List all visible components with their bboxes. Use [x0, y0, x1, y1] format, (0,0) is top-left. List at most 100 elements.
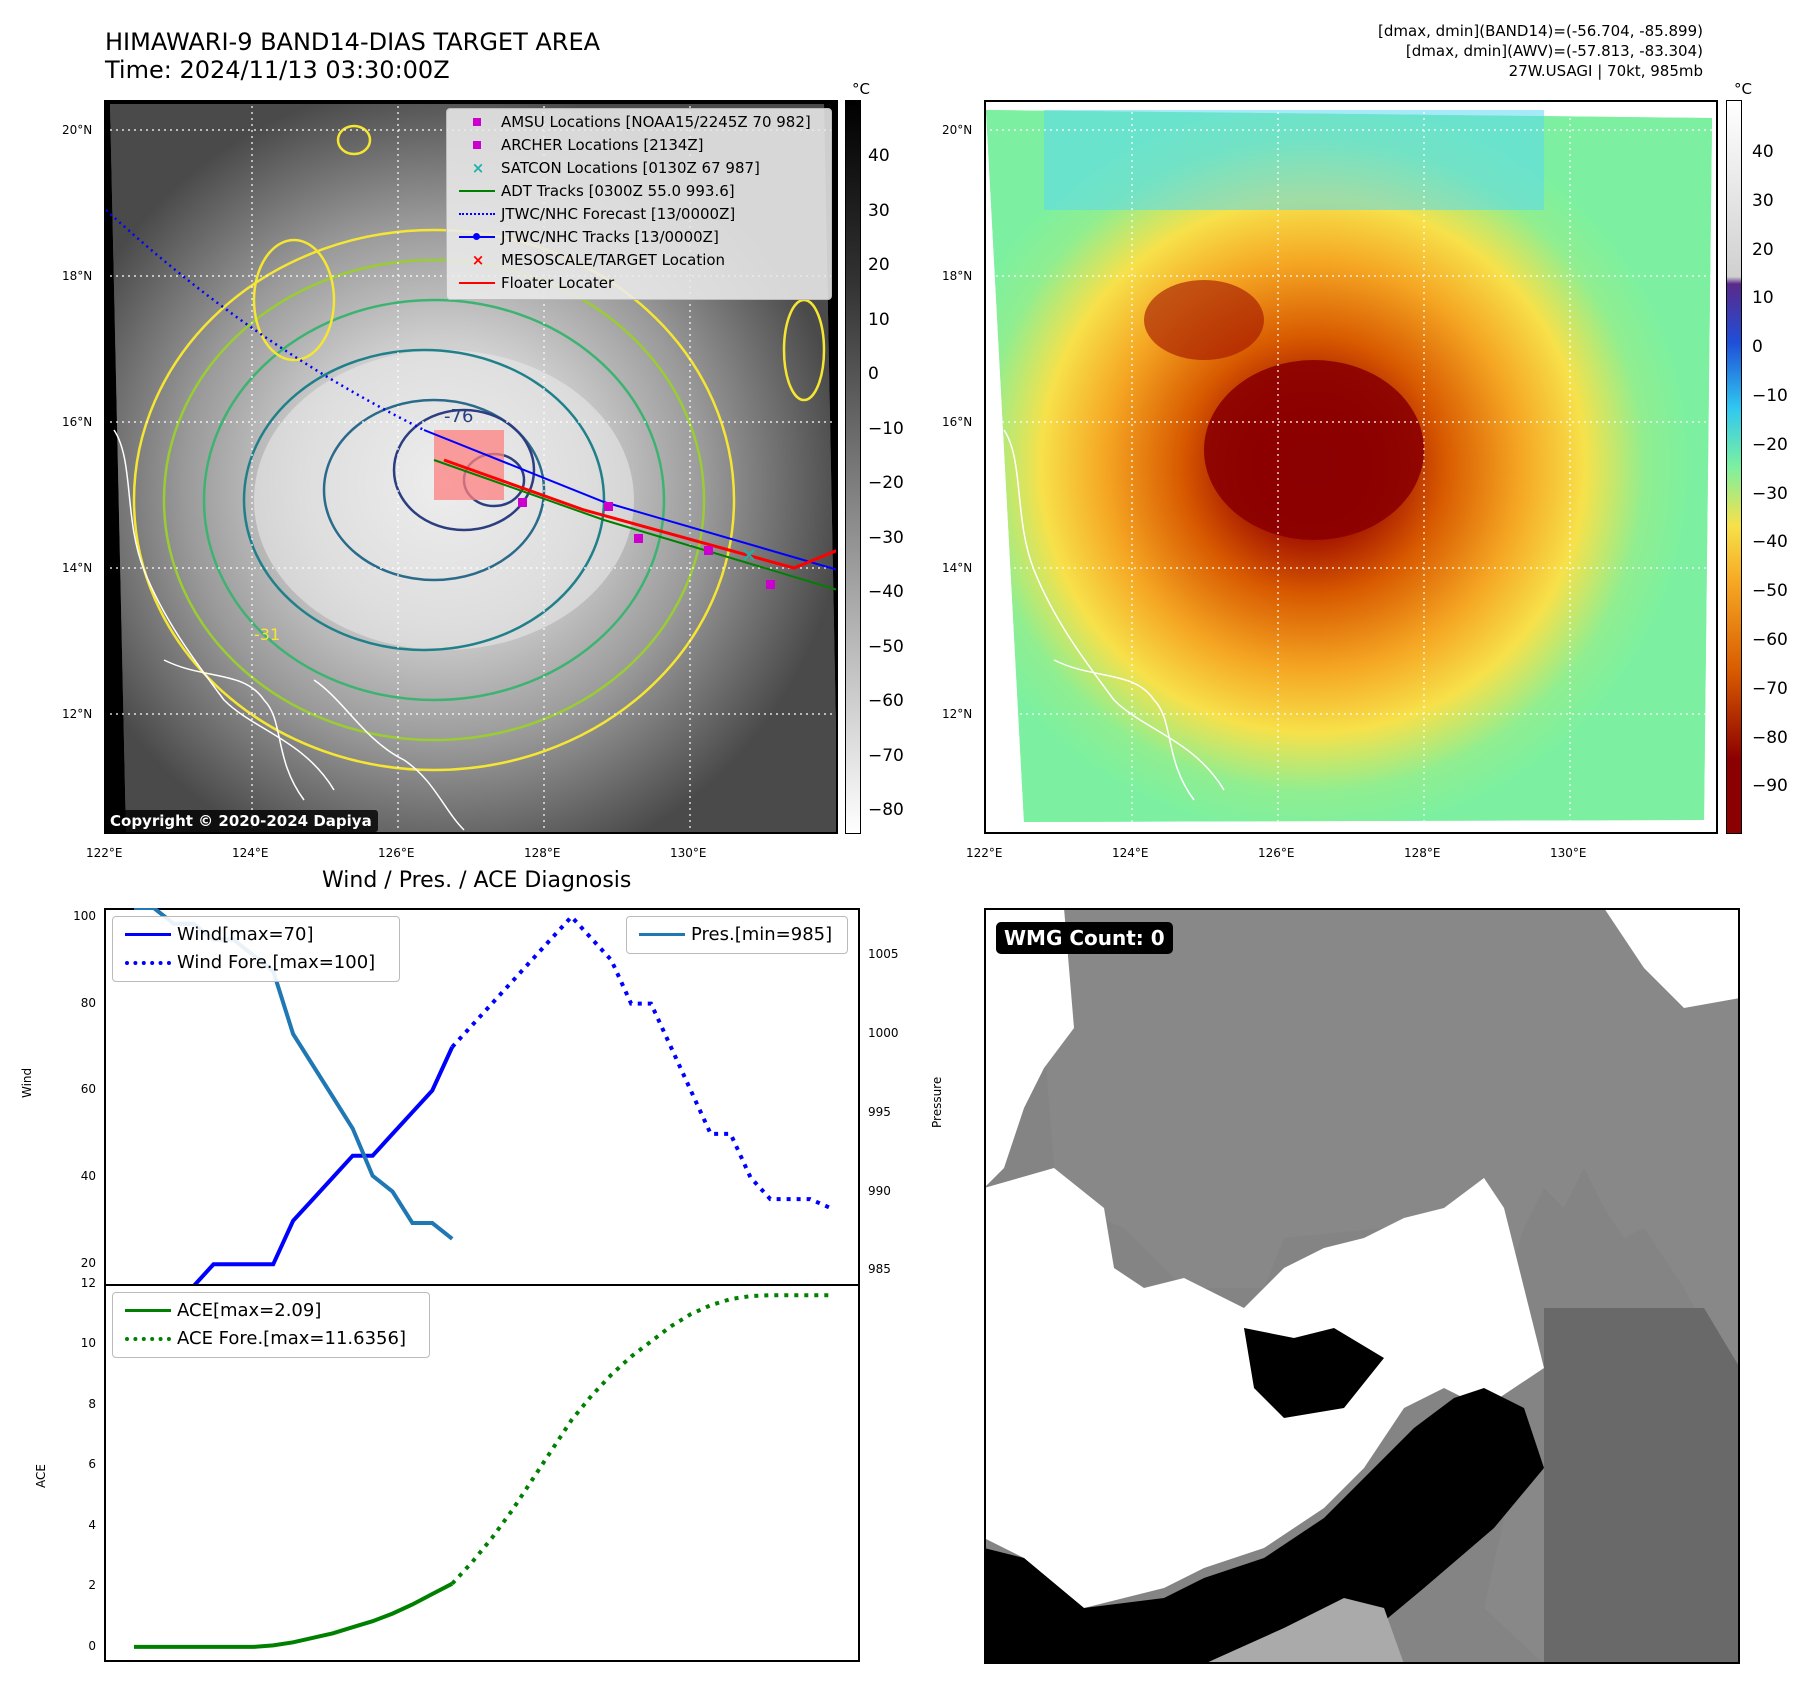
pressure-axis-label: Pressure [930, 1076, 944, 1128]
colorbar-awv-unit: °C [1734, 80, 1752, 98]
colorbar-ir-unit: °C [852, 80, 870, 98]
colorbar-ir-tick-9: −50 [868, 636, 904, 657]
wind-legend: Wind[max=70] Wind Fore.[max=100] [112, 916, 400, 982]
colorbar-ir-tick-4: 0 [868, 364, 879, 384]
legend-amsu: AMSU Locations [NOAA15/2245Z 70 982] [501, 113, 811, 131]
awv-map [984, 100, 1718, 834]
r-lon-label-128e: 128°E [1404, 846, 1441, 860]
chart-time: Time: 2024/11/13 03:30:00Z [105, 56, 450, 84]
legend-archer: ARCHER Locations [2134Z] [501, 136, 704, 154]
chart-title: HIMAWARI-9 BAND14-DIAS TARGET AREA [105, 28, 601, 56]
map-legend: AMSU Locations [NOAA15/2245Z 70 982] ARC… [446, 108, 832, 300]
colorbar-awv-tick-9: −50 [1752, 581, 1788, 602]
legend-wind-fore: Wind Fore.[max=100] [177, 951, 376, 973]
ace-tick-6: 0 [88, 1638, 96, 1653]
legend-satcon: SATCON Locations [0130Z 67 987] [501, 159, 760, 177]
lat-label-20n: 20°N [62, 123, 93, 137]
legend-jtwc-tracks: JTWC/NHC Tracks [13/0000Z] [501, 228, 719, 246]
series-line-ace-max [134, 1581, 454, 1649]
colorbar-awv-tick-6: −20 [1752, 434, 1788, 455]
pres-tick-1: 1000 [868, 1026, 899, 1040]
colorbar-ir [845, 100, 861, 834]
lat-label-14n: 14°N [62, 561, 93, 575]
series-line-wind-fore-max [450, 913, 831, 1210]
lon-label-124e: 124°E [232, 846, 269, 860]
r-lon-label-122e: 122°E [966, 846, 1003, 860]
lon-label-128e: 128°E [524, 846, 561, 860]
colorbar-ir-tick-2: 20 [868, 255, 890, 275]
wind-axis-label: Wind [20, 1067, 34, 1098]
r-lon-label-130e: 130°E [1550, 846, 1587, 860]
lon-label-126e: 126°E [378, 846, 415, 860]
contour-label-76: -76 [444, 406, 473, 427]
awv-map-frame [984, 100, 1718, 834]
wind-tick-2: 60 [80, 1082, 96, 1097]
ace-tick-5: 2 [88, 1578, 96, 1593]
ace-legend: ACE[max=2.09] ACE Fore.[max=11.6356] [112, 1292, 430, 1358]
ace-tick-3: 6 [88, 1457, 96, 1472]
colorbar-ir-tick-6: −20 [868, 473, 904, 493]
copyright: Copyright © 2020-2024 Dapiya [104, 810, 378, 832]
lat-label-16n: 16°N [62, 415, 93, 429]
ace-tick-1: 10 [80, 1336, 96, 1351]
colorbar-awv [1726, 100, 1742, 834]
colorbar-ir-tick-12: −80 [868, 800, 904, 820]
wmg-count-badge: WMG Count: 0 [996, 922, 1173, 954]
colorbar-awv-tick-10: −60 [1752, 630, 1788, 650]
colorbar-ir-tick-5: −10 [868, 418, 904, 439]
r-lat-label-16n: 16°N [942, 415, 973, 429]
r-lat-label-12n: 12°N [942, 707, 973, 721]
legend-ace: ACE[max=2.09] [177, 1299, 322, 1321]
legend-wind: Wind[max=70] [177, 923, 314, 945]
series-line-ace-fore-max [450, 1293, 830, 1586]
pres-tick-3: 990 [868, 1183, 891, 1198]
colorbar-awv-tick-4: 0 [1752, 337, 1763, 358]
colorbar-awv-tick-7: −30 [1752, 483, 1788, 504]
colorbar-ir-tick-8: −40 [868, 582, 904, 602]
r-lon-label-124e: 124°E [1112, 846, 1149, 860]
pres-tick-0: 1005 [868, 947, 899, 962]
series-line-wind-max [134, 1046, 455, 1286]
colorbar-ir-tick-11: −70 [868, 745, 904, 766]
colorbar-ir-tick-3: 10 [868, 309, 890, 330]
info-dmax-band14: [dmax, dmin](BAND14)=(-56.704, -85.899) [1378, 22, 1703, 40]
legend-ace-fore: ACE Fore.[max=11.6356] [177, 1327, 406, 1349]
colorbar-ir-tick-7: −30 [868, 527, 904, 548]
wind-tick-4: 20 [80, 1256, 96, 1271]
r-lat-label-18n: 18°N [942, 269, 973, 283]
colorbar-awv-tick-5: −10 [1752, 386, 1788, 406]
legend-jtwc-forecast: JTWC/NHC Forecast [13/0000Z] [501, 205, 736, 223]
contour-label-31: -31 [254, 625, 280, 644]
legend-floater: Floater Locater [501, 274, 615, 292]
ace-axis-label: ACE [34, 1464, 48, 1488]
legend-mesoscale: MESOSCALE/TARGET Location [501, 251, 726, 269]
colorbar-awv-tick-8: −40 [1752, 532, 1788, 553]
colorbar-awv-tick-3: 10 [1752, 288, 1774, 309]
wind-tick-1: 80 [80, 995, 96, 1010]
wmg-panel [984, 908, 1740, 1664]
r-lat-label-14n: 14°N [942, 561, 973, 575]
ace-tick-4: 4 [88, 1517, 96, 1532]
colorbar-ir-tick-0: 40 [868, 146, 890, 166]
lon-label-122e: 122°E [86, 846, 123, 860]
ace-tick-2: 8 [88, 1396, 96, 1411]
colorbar-ir-tick-10: −60 [868, 691, 904, 711]
pres-tick-2: 995 [868, 1104, 891, 1119]
legend-adt: ADT Tracks [0300Z 55.0 993.6] [501, 182, 735, 200]
colorbar-awv-tick-2: 20 [1752, 239, 1774, 260]
info-storm: 27W.USAGI | 70kt, 985mb [1508, 62, 1703, 80]
ace-tick-0: 12 [80, 1276, 96, 1290]
colorbar-awv-tick-1: 30 [1752, 190, 1774, 211]
info-dmax-awv: [dmax, dmin](AWV)=(-57.813, -83.304) [1405, 42, 1703, 60]
colorbar-awv-tick-0: 40 [1752, 142, 1774, 162]
legend-pres: Pres.[min=985] [691, 923, 833, 945]
r-lat-label-20n: 20°N [942, 123, 973, 137]
wind-tick-0: 100 [73, 908, 96, 923]
lon-label-130e: 130°E [670, 846, 707, 860]
colorbar-ir-tick-1: 30 [868, 200, 890, 221]
lat-label-18n: 18°N [62, 269, 93, 283]
colorbar-awv-tick-13: −90 [1752, 776, 1788, 797]
pres-tick-4: 985 [868, 1262, 891, 1277]
ir-map-frame [104, 100, 838, 834]
lat-label-12n: 12°N [62, 707, 93, 721]
